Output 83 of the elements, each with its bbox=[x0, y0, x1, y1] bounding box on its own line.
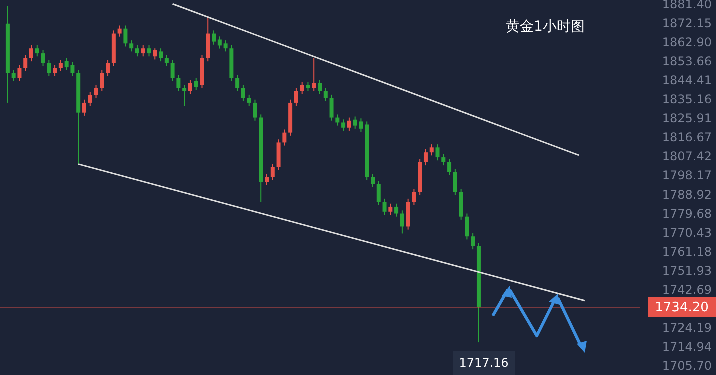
candlestick bbox=[147, 45, 152, 58]
candlestick bbox=[94, 84, 98, 99]
y-tick-label: 1770.43 bbox=[662, 226, 712, 240]
candlestick bbox=[318, 80, 322, 95]
candlestick bbox=[394, 203, 399, 218]
candlestick bbox=[465, 213, 470, 240]
candlestick bbox=[253, 99, 258, 122]
candlestick bbox=[47, 60, 52, 77]
candlestick bbox=[58, 60, 63, 72]
candlestick bbox=[471, 233, 476, 250]
candlestick bbox=[164, 54, 169, 68]
candlestick bbox=[388, 203, 393, 216]
candlestick bbox=[53, 64, 58, 77]
candlestick bbox=[436, 144, 440, 162]
candlestick bbox=[342, 119, 346, 132]
candlestick bbox=[442, 154, 446, 166]
y-tick-label: 1862.90 bbox=[662, 35, 712, 50]
candlestick bbox=[330, 94, 334, 122]
candlestick bbox=[236, 74, 240, 92]
candlestick bbox=[182, 84, 187, 107]
candlestick bbox=[430, 144, 434, 156]
y-tick-label: 1798.17 bbox=[662, 168, 712, 183]
candlestick bbox=[82, 99, 86, 116]
candlestick bbox=[35, 45, 40, 58]
y-tick-label: 1853.66 bbox=[662, 54, 712, 68]
candlestick bbox=[176, 74, 181, 92]
candlestick bbox=[347, 117, 352, 132]
annotation: 1717.16 bbox=[459, 356, 509, 370]
candlestick bbox=[400, 210, 404, 234]
y-tick-label: 1844.41 bbox=[662, 74, 712, 88]
y-tick-label: 1872.15 bbox=[662, 16, 712, 30]
candlestick bbox=[376, 180, 381, 206]
ref-line-label: 1734.20 bbox=[655, 300, 709, 316]
y-tick-label: 1705.70 bbox=[662, 359, 712, 374]
candlestick bbox=[153, 48, 158, 60]
candlestick bbox=[382, 198, 387, 216]
y-tick-label: 1816.67 bbox=[662, 130, 712, 145]
candlestick bbox=[118, 25, 122, 38]
candlestick bbox=[270, 164, 275, 181]
y-tick-label: 1779.68 bbox=[662, 206, 712, 221]
candlestick bbox=[265, 174, 270, 186]
candlestick bbox=[294, 88, 298, 107]
y-tick-label: 1751.93 bbox=[662, 264, 712, 278]
candlestick bbox=[218, 36, 222, 50]
y-tick-label: 1835.16 bbox=[662, 92, 712, 107]
candlestick bbox=[12, 70, 16, 82]
y-tick-label: 1807.42 bbox=[662, 150, 712, 164]
candlestick bbox=[448, 158, 452, 176]
candlestick bbox=[194, 78, 198, 91]
y-tick-label: 1825.91 bbox=[662, 112, 712, 126]
candlestick bbox=[124, 25, 128, 48]
candlestick bbox=[300, 82, 304, 95]
candlestick bbox=[159, 48, 164, 62]
candlestick bbox=[212, 30, 216, 46]
candlestick bbox=[424, 149, 428, 166]
candlestick bbox=[130, 40, 134, 52]
candlestick bbox=[453, 168, 458, 196]
candlestick bbox=[224, 40, 228, 52]
y-tick-label: 1724.19 bbox=[662, 321, 712, 336]
candlestick bbox=[312, 58, 316, 92]
candlestick bbox=[170, 60, 175, 82]
y-tick-label: 1788.92 bbox=[662, 188, 712, 202]
candlestick bbox=[18, 64, 22, 82]
candlestick bbox=[41, 50, 46, 68]
candlestick bbox=[412, 188, 416, 206]
candlestick bbox=[282, 129, 287, 146]
y-tick-label: 1714.94 bbox=[662, 340, 712, 354]
candlestick bbox=[247, 94, 252, 107]
candlestick bbox=[324, 88, 328, 102]
candlestick bbox=[135, 45, 140, 58]
candlestick bbox=[100, 70, 104, 92]
candlestick bbox=[29, 45, 34, 62]
candlestick bbox=[141, 45, 146, 58]
candlestick bbox=[106, 60, 110, 77]
candlestick bbox=[370, 174, 375, 188]
candlestick bbox=[241, 84, 246, 102]
candlestick bbox=[188, 80, 192, 95]
text: 黄金1小时图 bbox=[506, 18, 585, 36]
candlestick bbox=[88, 92, 92, 107]
y-tick-label: 1742.69 bbox=[662, 282, 712, 297]
y-tick-label: 1761.18 bbox=[662, 244, 712, 259]
candlestick bbox=[336, 114, 340, 126]
candlestick bbox=[24, 54, 28, 72]
